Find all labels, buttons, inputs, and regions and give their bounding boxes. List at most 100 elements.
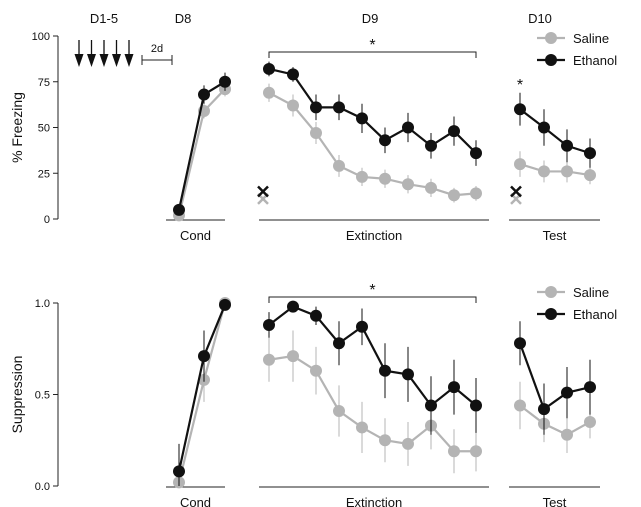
- arrow-head: [124, 54, 134, 67]
- day-label-1: D8: [175, 11, 192, 26]
- series-line-cond: [177, 302, 227, 483]
- data-point: [538, 403, 550, 416]
- data-point: [356, 112, 368, 125]
- arrow-head: [87, 54, 96, 67]
- legend-label: Saline: [573, 285, 609, 300]
- baseline-marker: [257, 185, 269, 198]
- series-ethanol: [173, 61, 596, 216]
- data-point: [538, 165, 550, 178]
- series-line-test: [519, 108, 591, 155]
- data-point: [287, 350, 299, 363]
- y-tick-label: 100: [32, 31, 50, 43]
- legend-marker: [545, 308, 557, 320]
- data-point: [356, 421, 368, 434]
- data-point: [402, 121, 414, 134]
- training-arrow: [74, 40, 84, 67]
- data-point: [514, 103, 526, 116]
- arrow-head: [112, 54, 121, 67]
- y-tick-label: 25: [38, 168, 50, 180]
- suppression-plot: 0.0 0.5 1.0 Suppression Cond Extinction Test * S…: [9, 282, 617, 507]
- data-point: [219, 298, 231, 311]
- data-point: [561, 428, 573, 441]
- data-point: [356, 170, 368, 183]
- significance-star: *: [369, 37, 375, 54]
- legend-item-ethanol: Ethanol: [537, 307, 617, 322]
- data-point: [333, 337, 345, 350]
- legend-marker: [545, 32, 557, 44]
- series-saline: [173, 297, 596, 489]
- arrow-head: [99, 54, 109, 67]
- day-label-2: D9: [362, 11, 379, 26]
- data-point: [287, 68, 299, 81]
- significance-bracket: [268, 296, 477, 303]
- series-line-extinction: [268, 305, 477, 408]
- data-point: [333, 404, 345, 417]
- data-point: [263, 353, 275, 366]
- significance-star: *: [369, 282, 375, 299]
- gap-label: 2d: [151, 43, 163, 55]
- arrow-head: [74, 54, 84, 67]
- series-line-extinction: [268, 67, 477, 154]
- data-point: [448, 125, 460, 138]
- legend-label: Ethanol: [573, 53, 617, 68]
- data-point: [310, 101, 322, 114]
- baseline-marker: [510, 185, 522, 198]
- y-tick-label: 0: [44, 214, 50, 226]
- data-point: [402, 437, 414, 450]
- data-point: [333, 159, 345, 172]
- data-point: [263, 86, 275, 99]
- series-line-test: [518, 342, 591, 411]
- group-label-0: Cond: [180, 495, 211, 507]
- data-point: [173, 465, 185, 478]
- legend-label: Ethanol: [573, 307, 617, 322]
- data-point: [310, 364, 322, 377]
- group-label-0: Cond: [180, 228, 211, 243]
- series-line-extinction: [268, 91, 477, 197]
- data-point: [310, 126, 322, 139]
- legend-item-saline: Saline: [537, 31, 609, 46]
- test-significance-star: *: [517, 77, 523, 94]
- data-point: [379, 434, 391, 447]
- data-point: [584, 381, 596, 394]
- legend-item-ethanol: Ethanol: [537, 53, 617, 68]
- data-point: [219, 75, 231, 88]
- data-point: [448, 189, 460, 202]
- data-point: [198, 350, 210, 363]
- series-line-extinction: [268, 354, 476, 453]
- data-point: [333, 101, 345, 114]
- training-arrow: [99, 40, 109, 67]
- data-point: [561, 165, 573, 178]
- y-tick-label: 1.0: [35, 298, 50, 310]
- y-axis-label: % Freezing: [9, 92, 25, 163]
- data-point: [470, 399, 482, 412]
- data-point: [287, 300, 299, 313]
- data-point: [561, 139, 573, 152]
- data-point: [425, 399, 437, 412]
- data-point: [470, 445, 482, 458]
- significance-bracket: [268, 51, 477, 58]
- data-point: [584, 415, 596, 428]
- legend-marker: [545, 286, 557, 298]
- day-label-3: D10: [528, 11, 552, 26]
- series-line-test: [519, 404, 591, 436]
- y-axis-label: Suppression: [9, 356, 25, 434]
- training-arrow: [112, 40, 121, 67]
- data-point: [584, 169, 596, 182]
- training-arrow: [124, 40, 134, 67]
- day-label-0: D1-5: [90, 11, 118, 26]
- data-point: [379, 134, 391, 147]
- data-point: [379, 364, 391, 377]
- y-tick-label: 50: [38, 123, 50, 135]
- data-point: [263, 318, 275, 331]
- legend-label: Saline: [573, 31, 609, 46]
- data-point: [448, 381, 460, 394]
- data-point: [584, 147, 596, 160]
- series-ethanol: [173, 298, 596, 486]
- data-point: [287, 99, 299, 112]
- data-point: [425, 139, 437, 152]
- data-point: [425, 181, 437, 194]
- data-point: [538, 121, 550, 134]
- data-point: [561, 386, 573, 399]
- data-point: [173, 203, 185, 216]
